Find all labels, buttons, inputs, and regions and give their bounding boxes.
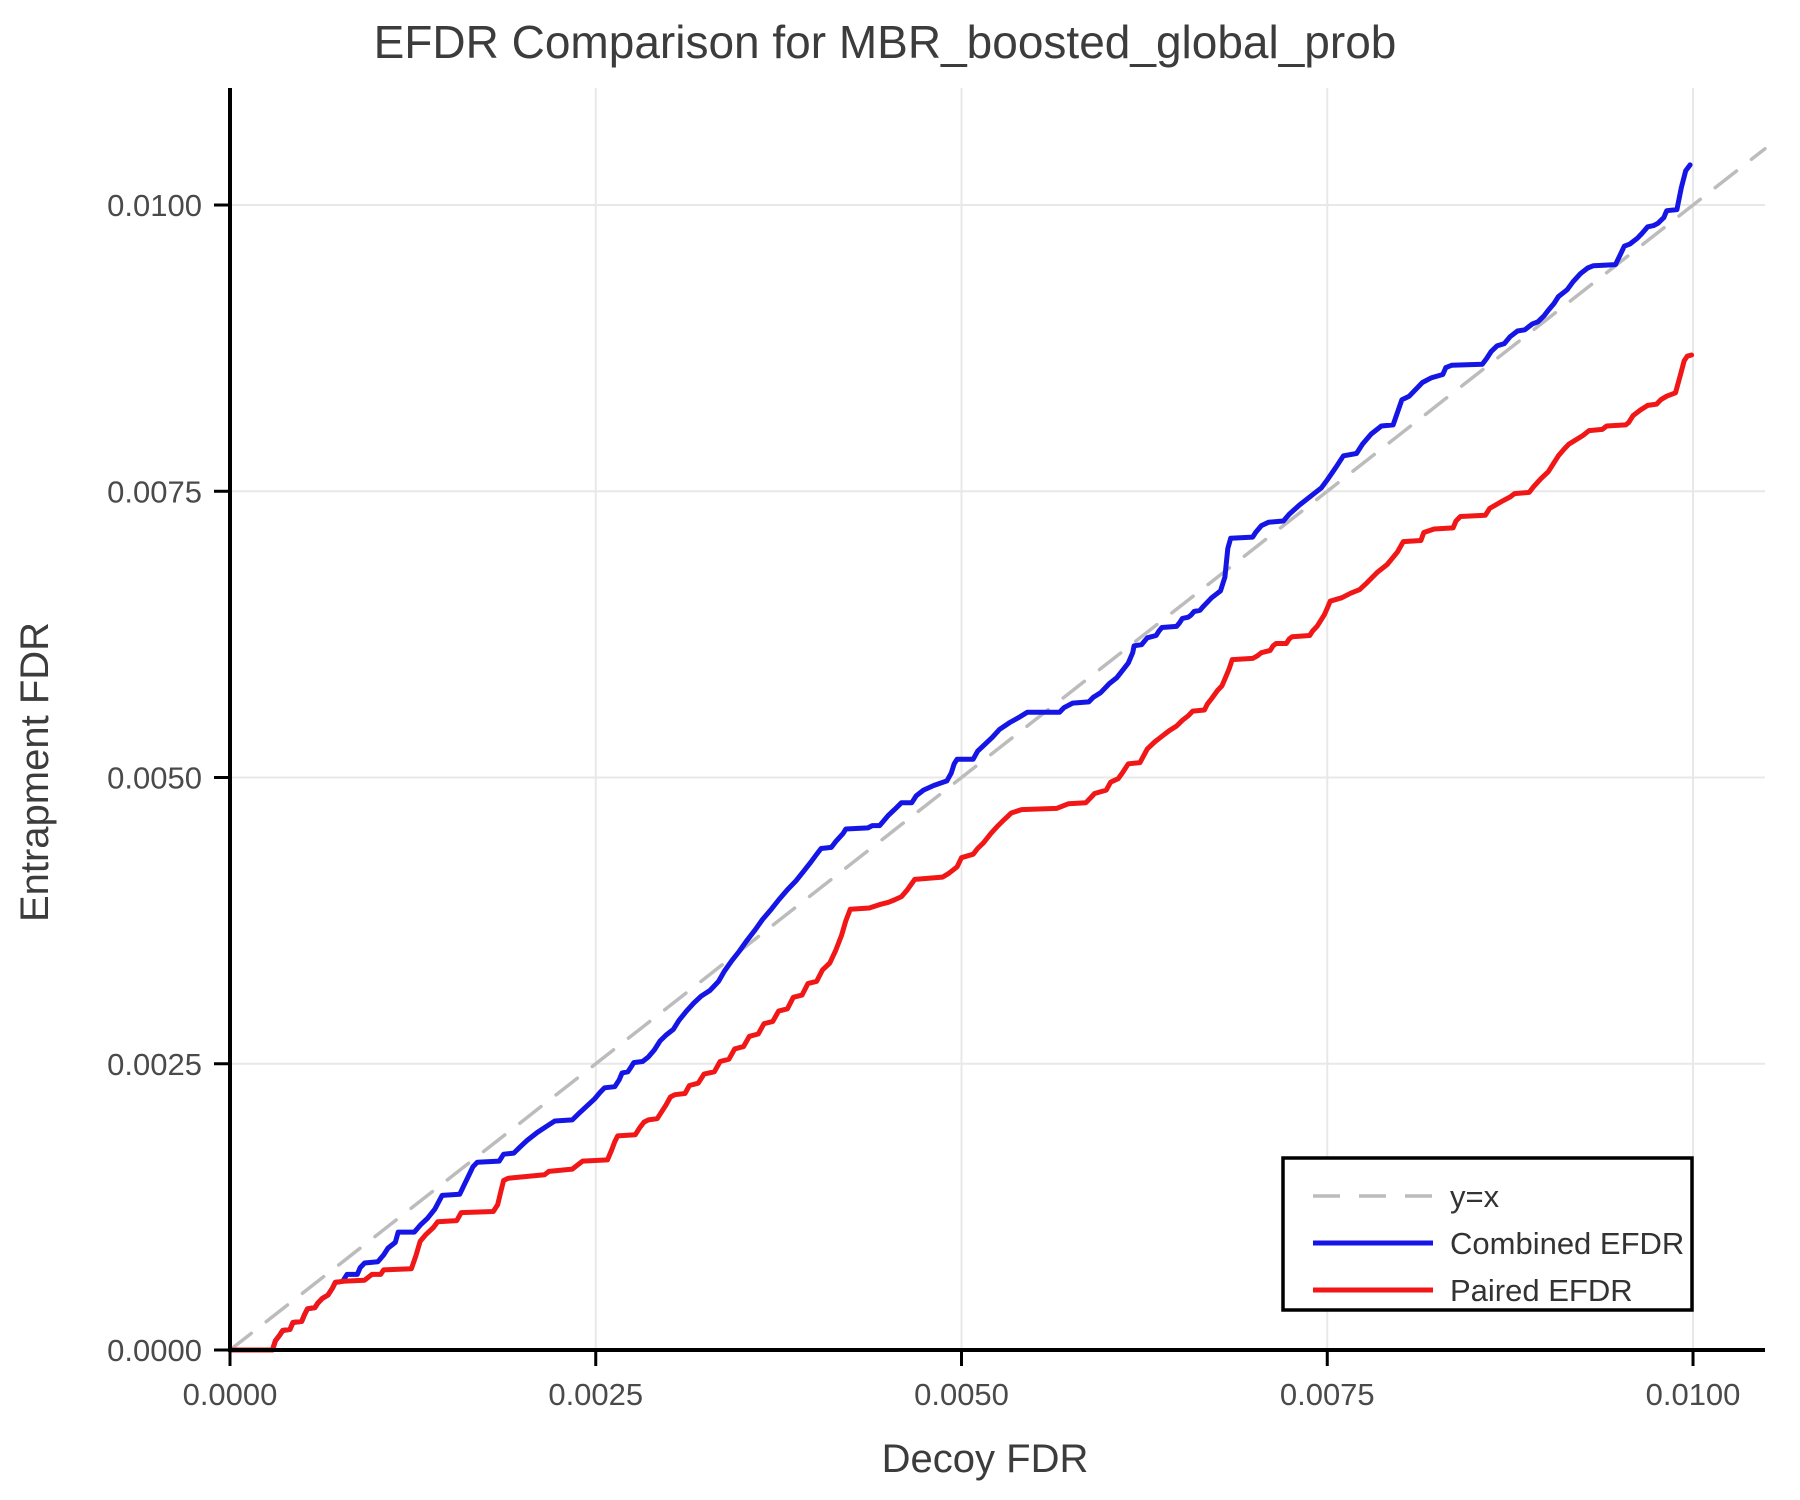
legend-box [1281, 1156, 1694, 1312]
identity-reference-line [228, 146, 1767, 1352]
tick-layer: 0.0000 0.0025 0.0050 0.0075 0.0100 0.0000 0.00… [107, 188, 1740, 1412]
grid-layer [230, 88, 1765, 1350]
series-layer [227, 146, 1767, 1353]
y-tick-label: 0.0075 [107, 474, 202, 509]
y-tick-label: 0.0000 [107, 1333, 202, 1368]
axes-layer [228, 88, 1765, 1352]
legend-label-2: Paired EFDR [1450, 1273, 1633, 1308]
legend: y=x Combined EFDR Paired EFDR [1281, 1156, 1694, 1312]
x-tick-label: 0.0025 [548, 1377, 643, 1412]
x-tick-label: 0.0000 [183, 1377, 278, 1412]
y-tick-label: 0.0025 [107, 1047, 202, 1082]
chart-title: EFDR Comparison for MBR_boosted_global_p… [374, 16, 1397, 68]
y-tick-label: 0.0100 [107, 188, 202, 223]
legend-label-1: Combined EFDR [1450, 1226, 1684, 1261]
paired-efdr-line [227, 352, 1695, 1353]
y-tick-label: 0.0050 [107, 761, 202, 796]
legend-label-0: y=x [1450, 1179, 1500, 1214]
combined-efdr-line [227, 162, 1693, 1353]
x-axis-label: Decoy FDR [882, 1437, 1089, 1481]
x-tick-label: 0.0050 [914, 1377, 1009, 1412]
x-tick-label: 0.0075 [1280, 1377, 1375, 1412]
y-axis-label: Entrapment FDR [13, 622, 57, 922]
x-tick-label: 0.0100 [1646, 1377, 1741, 1412]
